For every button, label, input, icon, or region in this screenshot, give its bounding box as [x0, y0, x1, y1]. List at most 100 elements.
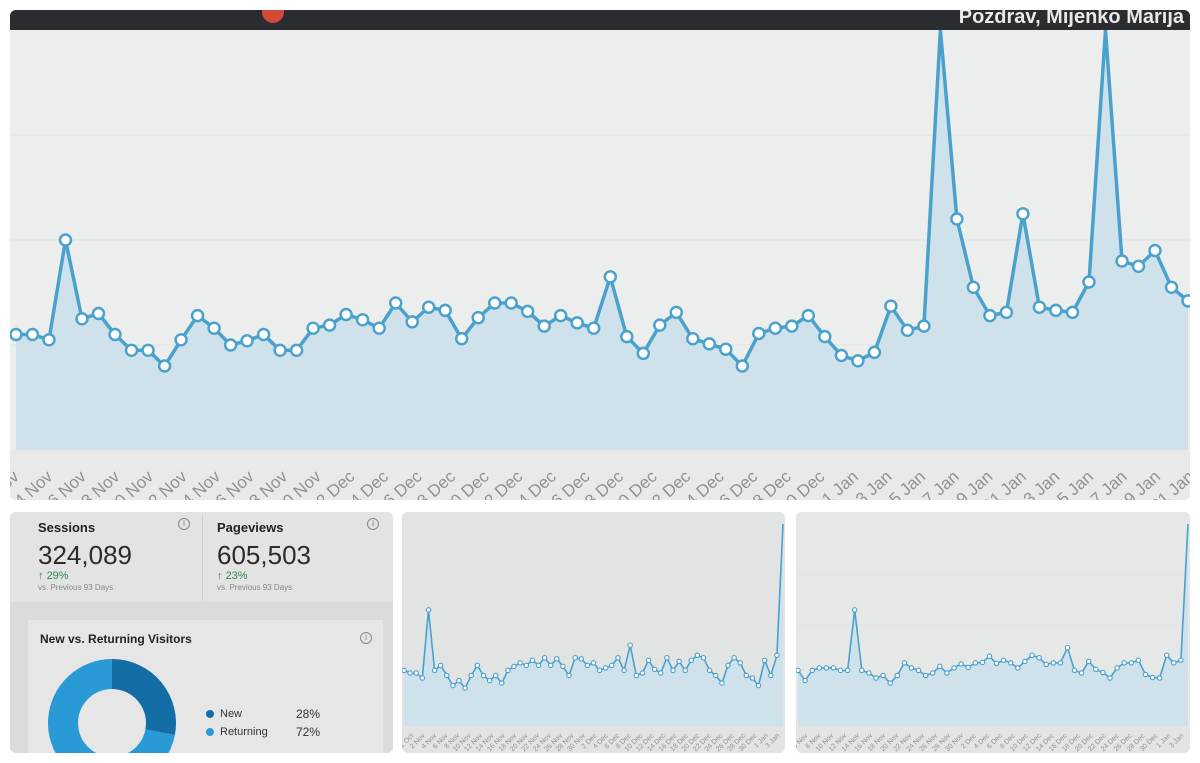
data-point[interactable] [1135, 657, 1142, 664]
data-point[interactable] [796, 667, 801, 674]
data-point[interactable] [141, 343, 155, 358]
data-point[interactable] [965, 664, 971, 671]
data-point[interactable] [505, 667, 511, 674]
data-point[interactable] [1163, 652, 1170, 659]
data-point[interactable] [207, 321, 221, 335]
data-point[interactable] [273, 343, 287, 358]
data-point[interactable] [986, 653, 993, 660]
data-point[interactable] [425, 607, 432, 613]
data-point[interactable] [520, 304, 535, 319]
data-point[interactable] [951, 665, 957, 671]
data-point[interactable] [1050, 660, 1057, 666]
data-point[interactable] [621, 667, 627, 674]
data-point[interactable] [570, 316, 584, 330]
data-point[interactable] [719, 680, 725, 686]
data-point[interactable] [774, 652, 780, 659]
data-point[interactable] [547, 662, 554, 669]
data-point[interactable] [1085, 658, 1092, 665]
data-point[interactable] [908, 665, 915, 671]
data-point[interactable] [894, 672, 901, 679]
data-point[interactable] [1078, 670, 1085, 676]
data-point[interactable] [929, 670, 936, 676]
data-point[interactable] [785, 319, 799, 333]
data-point[interactable] [645, 657, 652, 664]
data-point[interactable] [1107, 675, 1113, 681]
data-point[interactable] [537, 319, 551, 333]
data-point[interactable] [851, 607, 858, 613]
data-point[interactable] [474, 662, 481, 669]
data-point[interactable] [578, 656, 585, 662]
data-point[interactable] [1164, 280, 1179, 295]
data-point[interactable] [1149, 674, 1156, 681]
data-point[interactable] [725, 662, 731, 669]
data-point[interactable] [339, 307, 353, 322]
data-point[interactable] [702, 337, 717, 351]
data-point[interactable] [372, 321, 386, 335]
data-point[interactable] [468, 672, 474, 679]
data-point[interactable] [322, 318, 337, 332]
data-point[interactable] [590, 660, 597, 666]
data-point[interactable] [437, 662, 444, 669]
data-point[interactable] [922, 672, 929, 679]
data-point[interactable] [731, 655, 737, 661]
data-point[interactable] [823, 665, 830, 671]
data-point[interactable] [355, 313, 370, 327]
data-point[interactable] [682, 667, 688, 674]
data-point[interactable] [706, 667, 713, 674]
data-point[interactable] [487, 296, 502, 310]
data-point[interactable] [240, 334, 254, 348]
data-point[interactable] [1016, 207, 1030, 221]
data-point[interactable] [174, 333, 188, 347]
data-point[interactable] [627, 642, 633, 648]
data-point[interactable] [873, 675, 879, 681]
data-point[interactable] [504, 296, 518, 310]
data-point[interactable] [686, 331, 700, 346]
data-point[interactable] [1148, 243, 1162, 258]
data-point[interactable] [664, 655, 670, 661]
data-point[interactable] [450, 682, 456, 689]
data-point[interactable] [1029, 652, 1035, 659]
data-point[interactable] [958, 661, 964, 667]
data-point[interactable] [289, 343, 304, 358]
data-point[interactable] [1049, 303, 1063, 318]
data-point[interactable] [944, 670, 950, 676]
data-point[interactable] [636, 346, 651, 361]
data-point[interactable] [75, 312, 89, 326]
data-point[interactable] [256, 327, 271, 342]
data-point[interactable] [859, 667, 865, 674]
data-point[interactable] [851, 354, 865, 368]
data-point[interactable] [917, 319, 931, 333]
data-point[interactable] [190, 308, 205, 323]
data-point[interactable] [801, 308, 816, 323]
data-point[interactable] [1093, 666, 1099, 673]
data-point[interactable] [719, 342, 733, 356]
data-point[interactable] [735, 359, 750, 373]
data-point[interactable] [887, 680, 893, 686]
data-point[interactable] [596, 667, 603, 674]
data-point[interactable] [900, 323, 915, 338]
info-icon[interactable]: i [178, 518, 190, 530]
data-point[interactable] [1100, 669, 1106, 676]
data-point[interactable] [157, 359, 172, 373]
data-point[interactable] [999, 305, 1014, 320]
data-point[interactable] [560, 663, 566, 670]
data-point[interactable] [609, 662, 615, 669]
data-point[interactable] [837, 667, 844, 674]
data-point[interactable] [743, 672, 750, 679]
data-point[interactable] [602, 665, 609, 671]
data-point[interactable] [737, 660, 743, 666]
data-point[interactable] [471, 310, 485, 325]
data-point[interactable] [517, 660, 523, 666]
data-point[interactable] [454, 331, 469, 346]
data-point[interactable] [884, 299, 898, 313]
data-point[interactable] [10, 327, 23, 342]
data-point[interactable] [768, 672, 774, 679]
data-point[interactable] [407, 670, 413, 676]
data-point[interactable] [1181, 294, 1191, 308]
data-point[interactable] [983, 308, 997, 323]
data-point[interactable] [768, 321, 783, 335]
data-point[interactable] [816, 665, 823, 671]
data-point[interactable] [1156, 675, 1163, 681]
data-point[interactable] [1032, 300, 1047, 314]
data-point[interactable] [1057, 660, 1064, 666]
